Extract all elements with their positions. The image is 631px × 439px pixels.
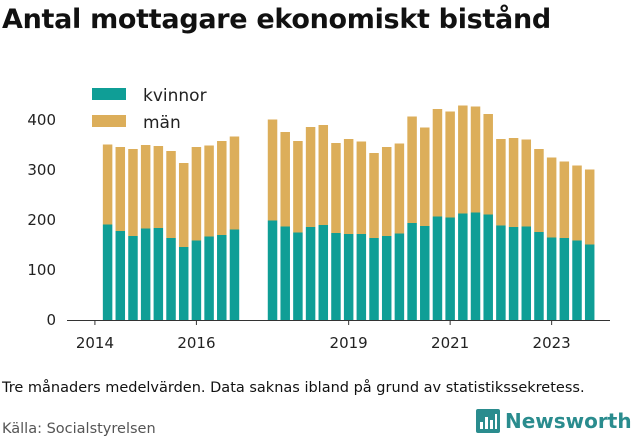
bar-man xyxy=(584,169,595,245)
bar-man xyxy=(483,114,493,215)
x-tick-label: 2023 xyxy=(533,334,571,352)
source-text: Källa: Socialstyrelsen xyxy=(2,421,156,437)
bar-man xyxy=(407,116,417,223)
bar-kvinnor xyxy=(140,228,151,320)
bar-man xyxy=(318,125,329,225)
bar-kvinnor xyxy=(318,225,329,320)
bar-kvinnor xyxy=(584,244,595,320)
bar-kvinnor xyxy=(381,236,392,320)
bar-man xyxy=(534,149,544,232)
bar-kvinnor xyxy=(178,247,189,320)
bar-man xyxy=(420,127,430,226)
y-tick-label: 400 xyxy=(27,111,56,129)
x-tick-label: 2014 xyxy=(76,334,114,352)
bar-man xyxy=(381,147,392,236)
legend-label-kvinnor: kvinnor xyxy=(143,86,207,106)
y-tick-label: 200 xyxy=(27,211,56,229)
brand-name: Newsworthy xyxy=(505,409,631,433)
x-tick-label: 2021 xyxy=(431,334,469,352)
bar-man xyxy=(508,138,519,227)
bar-kvinnor xyxy=(559,238,570,320)
bar-kvinnor xyxy=(369,238,379,320)
bar-kvinnor xyxy=(407,223,417,320)
bar-kvinnor xyxy=(229,229,240,320)
bar-man xyxy=(470,106,481,213)
bar-man xyxy=(432,109,443,217)
bar-kvinnor xyxy=(508,227,519,320)
x-tick-label: 2019 xyxy=(330,334,368,352)
bar-kvinnor xyxy=(496,225,506,320)
legend-swatch-kvinnor xyxy=(92,88,126,100)
bar-man xyxy=(280,132,290,227)
bar-man xyxy=(115,147,126,231)
y-tick-label: 100 xyxy=(27,261,56,279)
bar-man xyxy=(458,105,468,214)
bar-kvinnor xyxy=(280,226,290,320)
bar-chart-logo-icon xyxy=(476,409,500,433)
bar-man xyxy=(229,136,240,230)
chart-caption: Tre månaders medelvärden. Data saknas ib… xyxy=(2,380,585,396)
bar-kvinnor xyxy=(305,227,316,320)
bar-kvinnor xyxy=(343,234,354,320)
bar-man xyxy=(343,139,354,234)
newsworthy-logo[interactable]: Newsworthy xyxy=(476,409,631,433)
bar-man xyxy=(496,139,506,226)
bar-kvinnor xyxy=(128,236,138,320)
bar-man xyxy=(445,111,455,218)
bar-man xyxy=(166,151,176,238)
bar-man xyxy=(572,165,582,241)
bar-man xyxy=(217,141,227,235)
y-tick-label: 300 xyxy=(27,161,56,179)
bar-chart: 0 100 200 300 400 2014 2016 2019 2021 2023 kvinn… xyxy=(27,86,610,352)
bar-kvinnor xyxy=(331,233,341,320)
bar-man xyxy=(559,161,570,238)
bar-kvinnor xyxy=(217,235,227,320)
bar-kvinnor xyxy=(153,228,164,320)
chart-title: Antal mottagare ekonomiskt bistånd xyxy=(2,4,551,35)
bar-kvinnor xyxy=(293,232,303,320)
bar-man xyxy=(369,153,379,238)
bar-kvinnor xyxy=(483,214,493,320)
bar-kvinnor xyxy=(204,236,214,320)
bar-kvinnor xyxy=(115,231,126,320)
bar-man xyxy=(204,145,214,237)
bar-man xyxy=(521,139,532,227)
bar-kvinnor xyxy=(166,238,176,320)
bar-man xyxy=(546,157,557,238)
bar-man xyxy=(140,145,151,229)
bar-man xyxy=(356,141,367,234)
legend-label-man: män xyxy=(143,113,181,133)
bar-man xyxy=(394,143,405,234)
bar-man xyxy=(102,144,113,225)
bar-kvinnor xyxy=(432,216,443,320)
bar-kvinnor xyxy=(521,226,532,320)
y-axis-ticks: 0 100 200 300 400 xyxy=(27,111,56,329)
bar-kvinnor xyxy=(191,240,202,320)
bar-man xyxy=(178,163,189,247)
legend: kvinnor män xyxy=(92,86,207,133)
bar-man xyxy=(331,143,341,233)
bar-kvinnor xyxy=(470,212,481,320)
x-tick-label: 2016 xyxy=(177,334,215,352)
bar-kvinnor xyxy=(102,224,113,320)
bar-kvinnor xyxy=(534,232,544,320)
bar-kvinnor xyxy=(420,226,430,320)
bar-kvinnor xyxy=(267,220,278,320)
bar-kvinnor xyxy=(572,240,582,320)
bar-man xyxy=(128,149,138,236)
x-axis-ticks: 2014 2016 2019 2021 2023 xyxy=(76,320,571,352)
bar-man xyxy=(305,127,316,227)
bar-kvinnor xyxy=(445,217,455,320)
legend-swatch-man xyxy=(92,115,126,127)
bar-kvinnor xyxy=(546,237,557,320)
bar-man xyxy=(191,147,202,241)
bar-kvinnor xyxy=(356,234,367,320)
bar-kvinnor xyxy=(394,233,405,320)
bar-kvinnor xyxy=(458,213,468,320)
bar-man xyxy=(293,141,303,233)
bar-man xyxy=(153,146,164,228)
y-tick-label: 0 xyxy=(46,311,56,329)
bars xyxy=(102,105,595,320)
bar-man xyxy=(267,119,278,221)
